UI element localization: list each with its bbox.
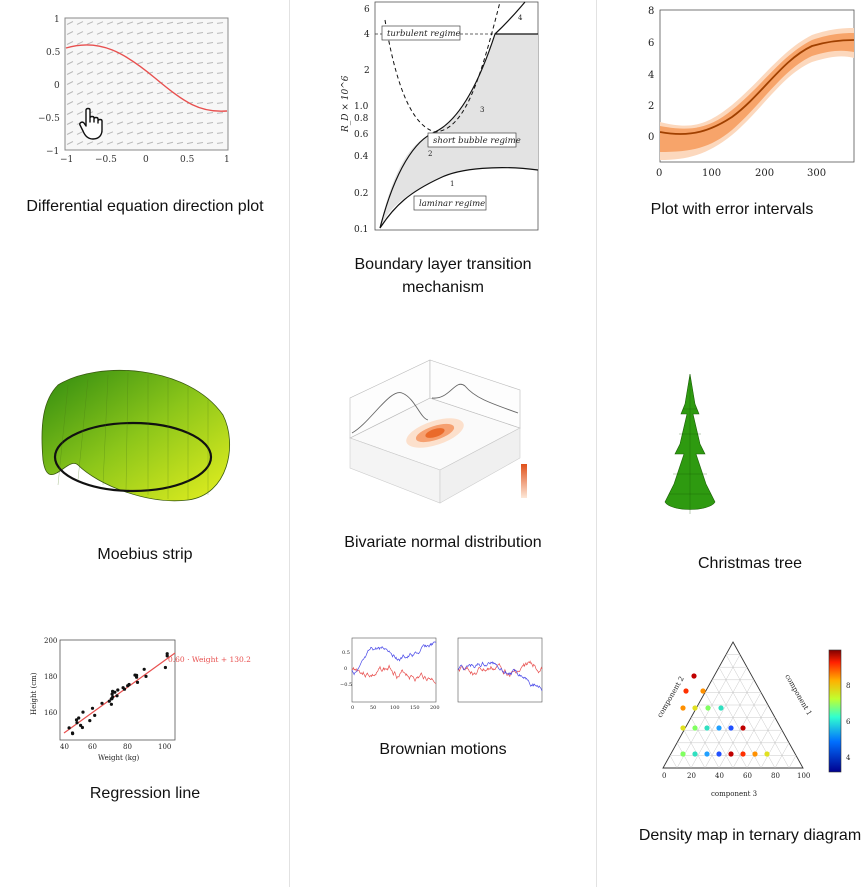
tick-x-0: 0	[656, 168, 662, 179]
tick-y-0: 1	[54, 15, 60, 25]
curve-label-3: 3	[480, 106, 484, 114]
reg-tick-x-3: 100	[158, 743, 171, 751]
cbar-tick-8: 8	[846, 682, 850, 690]
gallery-item-bivariate[interactable]: Bivariate normal distribution	[290, 330, 596, 590]
tern-tick-60: 60	[743, 772, 752, 780]
tern-tick-20: 20	[687, 772, 696, 780]
bm-tick-y-1: 0	[344, 666, 347, 672]
tick-y-4: 4	[648, 70, 654, 81]
reg-tick-x-1: 60	[88, 743, 97, 751]
bm-tick-y-0: 0.5	[342, 650, 350, 656]
tern-tick-40: 40	[715, 772, 724, 780]
tick-y-1: 0.5	[46, 48, 61, 58]
bm-tick-x-1: 50	[370, 705, 376, 711]
tern-axis-1: component 1	[783, 673, 813, 717]
tick-x-2: 0	[143, 155, 149, 165]
ternary-thumbnail[interactable]: component 1 component 2 component 3 0 20…	[639, 636, 857, 804]
brownian-thumbnail[interactable]: 0.5 0 −0.5 0 50 100 150 200	[340, 634, 546, 714]
label-turbulent: turbulent regime	[387, 29, 461, 39]
gallery-item-brownian[interactable]: 0.5 0 −0.5 0 50 100 150 200 Brownian mot…	[290, 620, 596, 880]
gallery-item-boundary-layer[interactable]: 6 4 2 1.0 0.8 0.6 0.4 0.2 0.1 R_D × 10^6…	[290, 0, 596, 320]
gallery-item-regression[interactable]: 0.60 · Weight + 130.2 200 180 160 40 60 …	[0, 620, 289, 880]
gallery-item-direction-plot[interactable]: −1 −0.5 0 0.5 1 1 0.5 0 −0.5 −1 Differen…	[0, 0, 289, 300]
boundary-ylabel: R_D × 10^6	[341, 75, 351, 133]
caption-boundary-layer[interactable]: Boundary layer transition mechanism	[354, 256, 532, 296]
tick-y-0.6: 0.6	[354, 130, 369, 140]
tick-y-2: 2	[648, 101, 654, 112]
tick-y-6: 6	[648, 38, 654, 49]
tick-y-2: 2	[364, 66, 370, 76]
tern-tick-0: 0	[662, 772, 666, 780]
gallery-item-moebius[interactable]: Moebius strip	[0, 330, 289, 590]
curve-label-1: 1	[450, 180, 454, 188]
bm-tick-x-3: 150	[410, 705, 420, 711]
cbar-tick-4: 4	[846, 754, 851, 762]
gallery-item-christmas-tree[interactable]: Christmas tree	[597, 330, 863, 590]
curve-label-4: 4	[518, 14, 523, 22]
bm-tick-x-0: 0	[351, 705, 354, 711]
reg-tick-y-1: 180	[44, 673, 57, 681]
tick-y-4: 4	[364, 30, 370, 40]
tick-x-4: 1	[224, 155, 230, 165]
caption-direction-plot[interactable]: Differential equation direction plot	[26, 198, 264, 215]
tick-y-3: −0.5	[38, 114, 60, 124]
reg-xlabel: Weight (kg)	[98, 754, 139, 762]
caption-bivariate[interactable]: Bivariate normal distribution	[344, 534, 542, 551]
tick-y-0.8: 0.8	[354, 114, 369, 124]
label-laminar: laminar regime	[419, 199, 485, 209]
bm-tick-y-2: −0.5	[340, 682, 352, 688]
regression-equation: 0.60 · Weight + 130.2	[168, 655, 251, 664]
caption-error-intervals[interactable]: Plot with error intervals	[650, 201, 814, 218]
tick-x-200: 200	[755, 168, 774, 179]
cbar-tick-6: 6	[846, 718, 851, 726]
bivariate-thumbnail[interactable]	[340, 358, 545, 533]
tick-y-0: 0	[648, 132, 654, 143]
reg-tick-x-0: 40	[60, 743, 69, 751]
gallery-item-ternary[interactable]: component 1 component 2 component 3 0 20…	[597, 620, 863, 887]
tick-y-6: 6	[364, 5, 370, 15]
bm-tick-x-2: 100	[390, 705, 400, 711]
tick-x-1: −0.5	[95, 155, 117, 165]
gallery-item-error-intervals[interactable]: 8 6 4 2 0 0 100 200 300 Plot with error …	[597, 0, 863, 300]
christmas-tree-thumbnail[interactable]	[659, 374, 721, 520]
column-divider-2	[596, 0, 597, 887]
tick-y-4: −1	[46, 147, 59, 157]
tern-tick-100: 100	[797, 772, 810, 780]
label-short-bubble: short bubble regime	[433, 136, 521, 146]
tick-y-8: 8	[648, 6, 654, 17]
tick-y-0.2: 0.2	[354, 189, 368, 199]
direction-plot-thumbnail[interactable]: −1 −0.5 0 0.5 1 1 0.5 0 −0.5 −1	[30, 8, 240, 170]
reg-ylabel: Height (cm)	[30, 672, 38, 715]
bm-tick-x-4: 200	[430, 705, 440, 711]
reg-tick-x-2: 80	[123, 743, 132, 751]
tick-x-3: 0.5	[180, 155, 195, 165]
column-divider-1	[289, 0, 290, 887]
tick-y-0.1: 0.1	[354, 225, 368, 235]
hand-cursor-icon	[79, 107, 103, 140]
reg-tick-y-2: 160	[44, 709, 57, 717]
tern-tick-80: 80	[771, 772, 780, 780]
tick-y-0.4: 0.4	[354, 152, 369, 162]
regression-thumbnail[interactable]: 0.60 · Weight + 130.2 200 180 160 40 60 …	[28, 635, 253, 765]
caption-brownian[interactable]: Brownian motions	[379, 741, 507, 758]
tick-x-0: −1	[60, 155, 73, 165]
boundary-layer-thumbnail[interactable]: 6 4 2 1.0 0.8 0.6 0.4 0.2 0.1 R_D × 10^6…	[340, 0, 550, 236]
curve-label-2: 2	[428, 150, 432, 158]
tick-y-1.0: 1.0	[354, 102, 369, 112]
caption-moebius[interactable]: Moebius strip	[97, 546, 193, 563]
caption-christmas-tree[interactable]: Christmas tree	[697, 555, 803, 572]
tick-x-100: 100	[702, 168, 721, 179]
caption-ternary[interactable]: Density map in ternary diagram	[638, 827, 862, 844]
tern-axis-2: component 2	[656, 675, 686, 719]
tern-axis-3: component 3	[711, 790, 757, 798]
moebius-thumbnail[interactable]	[38, 365, 238, 515]
tick-x-300: 300	[807, 168, 826, 179]
reg-tick-y-0: 200	[44, 637, 57, 645]
error-intervals-thumbnail[interactable]: 8 6 4 2 0 0 100 200 300	[632, 0, 860, 182]
tick-y-2: 0	[54, 81, 60, 91]
caption-regression[interactable]: Regression line	[89, 785, 201, 802]
